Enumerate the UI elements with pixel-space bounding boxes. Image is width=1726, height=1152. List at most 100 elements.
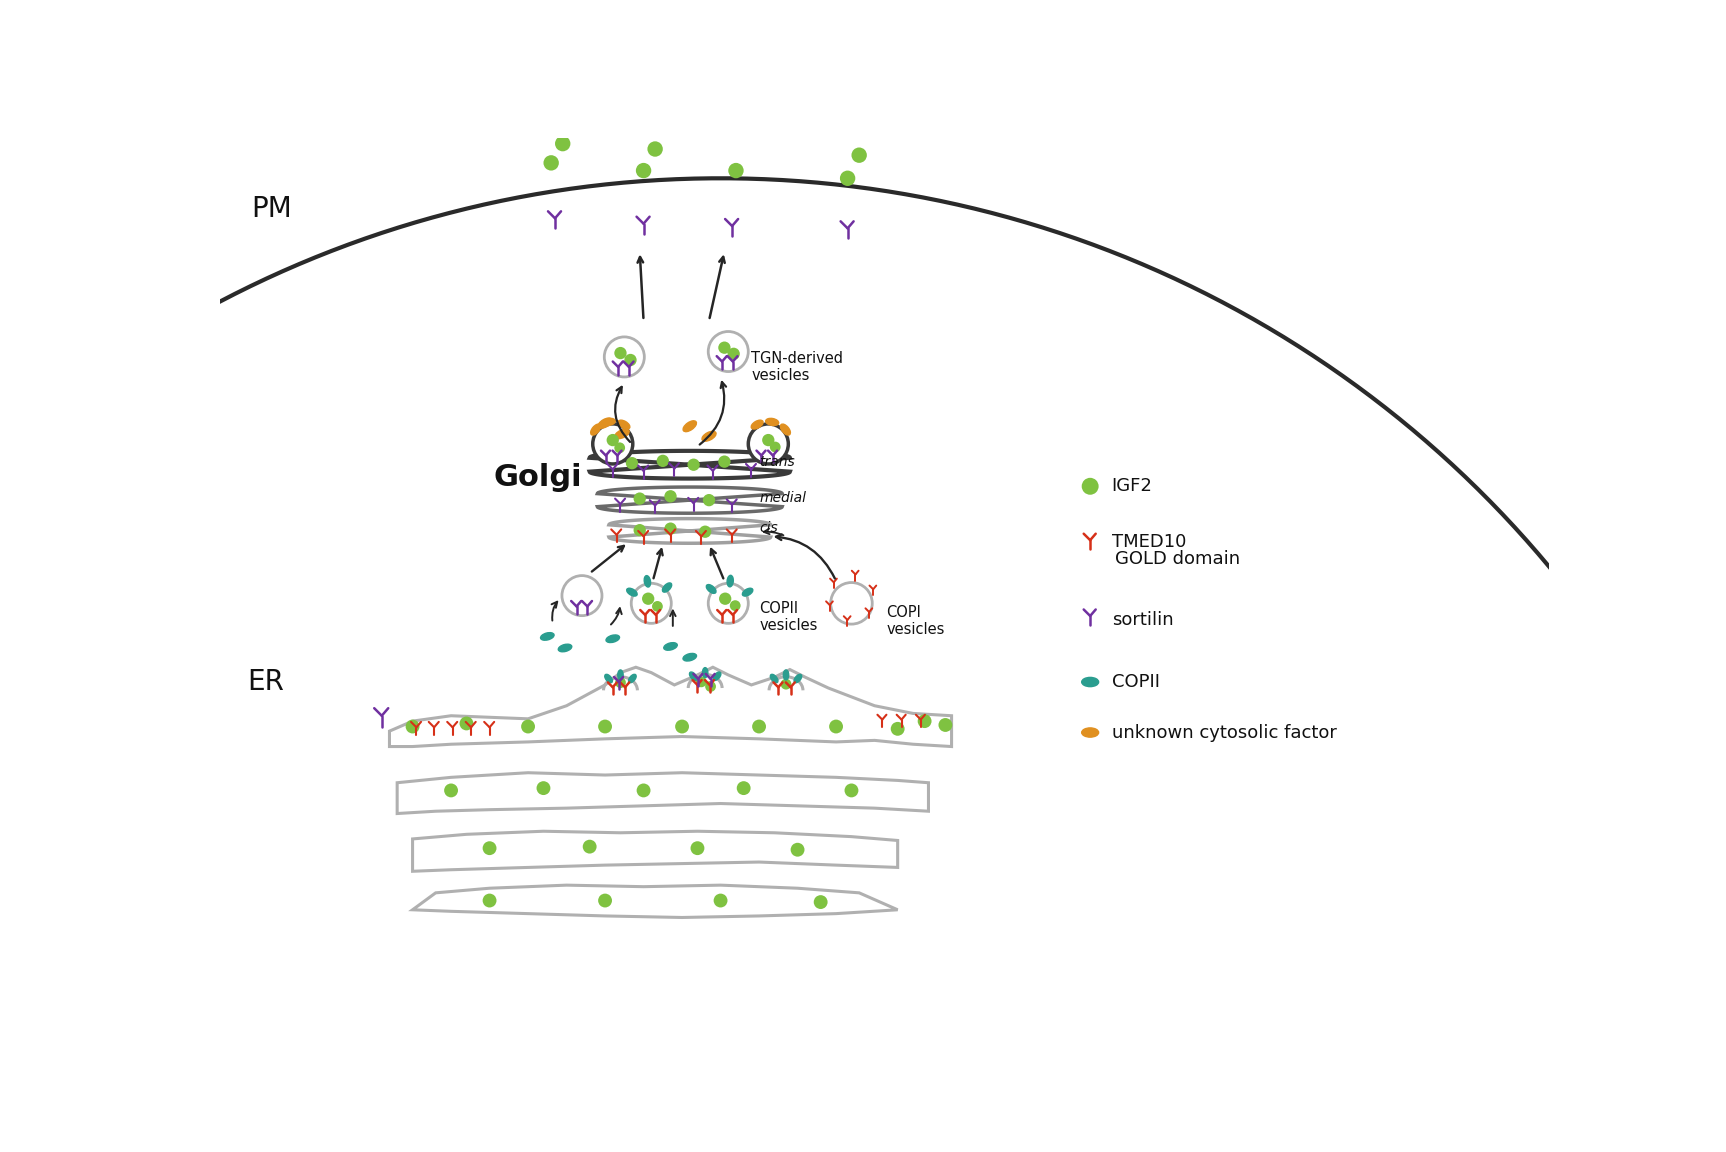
Ellipse shape <box>1082 728 1099 737</box>
Circle shape <box>544 156 559 170</box>
Circle shape <box>627 457 639 469</box>
Circle shape <box>637 783 651 797</box>
Circle shape <box>642 592 654 605</box>
Circle shape <box>599 720 613 734</box>
Text: TGN-derived
vesicles: TGN-derived vesicles <box>751 350 844 384</box>
Ellipse shape <box>702 668 708 677</box>
Ellipse shape <box>713 672 721 681</box>
Circle shape <box>606 434 620 446</box>
Circle shape <box>702 494 715 506</box>
Text: COPI
vesicles: COPI vesicles <box>885 605 944 637</box>
Ellipse shape <box>599 418 613 429</box>
Ellipse shape <box>766 418 778 425</box>
Circle shape <box>665 523 677 535</box>
Circle shape <box>841 170 856 185</box>
Ellipse shape <box>727 575 734 586</box>
Circle shape <box>647 142 663 157</box>
Circle shape <box>632 583 671 623</box>
Circle shape <box>708 332 749 372</box>
Circle shape <box>687 458 699 471</box>
Circle shape <box>720 592 732 605</box>
Ellipse shape <box>780 424 791 435</box>
Circle shape <box>444 783 457 797</box>
Circle shape <box>713 894 727 908</box>
Circle shape <box>563 576 602 615</box>
Text: IGF2: IGF2 <box>1112 477 1153 495</box>
Circle shape <box>690 841 704 855</box>
Circle shape <box>604 336 644 377</box>
Ellipse shape <box>770 674 778 683</box>
Ellipse shape <box>602 418 616 425</box>
Ellipse shape <box>751 420 763 429</box>
Ellipse shape <box>683 653 697 661</box>
Text: GOLD domain: GOLD domain <box>1115 551 1239 568</box>
Circle shape <box>625 354 637 366</box>
Circle shape <box>749 424 789 464</box>
Circle shape <box>583 840 597 854</box>
Circle shape <box>459 717 473 730</box>
Circle shape <box>635 162 651 179</box>
Ellipse shape <box>644 576 651 588</box>
Ellipse shape <box>590 424 601 435</box>
Text: COPII
vesicles: COPII vesicles <box>759 601 818 634</box>
Ellipse shape <box>665 643 677 650</box>
Circle shape <box>406 720 419 734</box>
Circle shape <box>939 718 953 732</box>
Ellipse shape <box>794 674 801 683</box>
Ellipse shape <box>628 674 637 683</box>
Text: sortilin: sortilin <box>1112 611 1174 629</box>
Text: TMED10: TMED10 <box>1112 532 1186 551</box>
Circle shape <box>521 720 535 734</box>
Circle shape <box>656 455 670 467</box>
Ellipse shape <box>742 589 753 596</box>
Ellipse shape <box>618 670 623 680</box>
Text: PM: PM <box>250 195 292 222</box>
Polygon shape <box>397 773 929 813</box>
Polygon shape <box>609 518 770 544</box>
Circle shape <box>770 441 780 453</box>
Circle shape <box>730 600 740 611</box>
Text: medial: medial <box>759 491 806 505</box>
Polygon shape <box>590 450 791 478</box>
Ellipse shape <box>1082 677 1099 687</box>
Circle shape <box>891 722 904 736</box>
Circle shape <box>830 583 872 624</box>
Circle shape <box>708 583 749 623</box>
Circle shape <box>699 525 711 538</box>
Circle shape <box>737 781 751 795</box>
Circle shape <box>728 162 744 179</box>
Ellipse shape <box>706 584 716 593</box>
Circle shape <box>706 681 716 692</box>
Circle shape <box>828 720 842 734</box>
Ellipse shape <box>784 670 789 680</box>
Circle shape <box>614 347 627 359</box>
Ellipse shape <box>540 632 554 641</box>
Circle shape <box>633 524 646 537</box>
Text: Golgi: Golgi <box>494 463 582 492</box>
Circle shape <box>665 490 677 502</box>
Circle shape <box>753 720 766 734</box>
Text: ER: ER <box>247 668 283 696</box>
Circle shape <box>718 455 730 468</box>
Circle shape <box>537 781 551 795</box>
Text: COPII: COPII <box>1112 673 1160 691</box>
Circle shape <box>696 676 706 688</box>
Circle shape <box>718 341 730 354</box>
Circle shape <box>851 147 866 162</box>
Text: cis: cis <box>759 522 778 536</box>
Ellipse shape <box>557 644 571 652</box>
Polygon shape <box>413 885 898 917</box>
Circle shape <box>1082 478 1099 494</box>
Ellipse shape <box>689 672 697 681</box>
Circle shape <box>614 677 627 688</box>
Circle shape <box>483 841 497 855</box>
Polygon shape <box>390 667 951 746</box>
Circle shape <box>614 442 625 453</box>
Ellipse shape <box>702 431 716 441</box>
Circle shape <box>483 894 497 908</box>
Circle shape <box>791 843 804 857</box>
Circle shape <box>556 136 570 151</box>
Circle shape <box>813 895 827 909</box>
Ellipse shape <box>683 420 697 432</box>
Circle shape <box>918 714 932 728</box>
